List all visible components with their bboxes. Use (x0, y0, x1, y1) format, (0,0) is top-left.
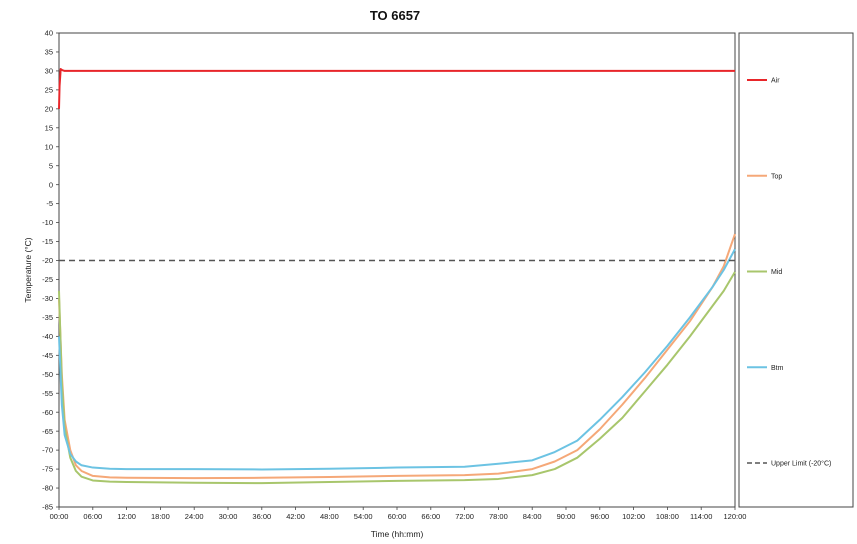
y-tick-label: -35 (42, 313, 53, 322)
y-tick-label: 10 (45, 142, 53, 151)
y-tick-label: 40 (45, 29, 53, 38)
x-axis-ticks: 00:00 06:00 12:00 18:00 24:00 30:00 36:00 42:00… (50, 507, 747, 521)
y-tick-label: -50 (42, 370, 53, 379)
y-tick-label: -15 (42, 237, 53, 246)
y-axis-label: Temperature (°C) (23, 237, 33, 302)
series-line-btm (58, 248, 736, 471)
x-tick-label: 54:00 (354, 512, 373, 521)
y-tick-label: -65 (42, 427, 53, 436)
plot-area (58, 32, 736, 508)
y-tick-label: -40 (42, 332, 53, 341)
x-tick-label: 36:00 (252, 512, 271, 521)
x-tick-label: 48:00 (320, 512, 339, 521)
y-tick-label: -25 (42, 275, 53, 284)
y-tick-label: 0 (49, 180, 53, 189)
x-tick-label: 72:00 (455, 512, 474, 521)
y-tick-label: 30 (45, 67, 53, 76)
x-tick-label: 120:00 (724, 512, 747, 521)
x-tick-label: 96:00 (590, 512, 609, 521)
x-axis-label: Time (hh:mm) (371, 529, 424, 539)
x-tick-label: 66:00 (421, 512, 440, 521)
y-tick-label: 20 (45, 104, 53, 113)
x-tick-label: 06:00 (83, 512, 102, 521)
y-tick-label: 5 (49, 161, 53, 170)
series-line-air (58, 68, 735, 109)
y-tick-label: -75 (42, 465, 53, 474)
legend-label-top: Top (771, 173, 782, 180)
y-tick-label: -60 (42, 408, 53, 417)
y-tick-label: -5 (46, 199, 53, 208)
y-tick-label: -85 (42, 503, 53, 512)
x-tick-label: 60:00 (388, 512, 407, 521)
legend-label-btm: Btm (771, 365, 784, 372)
y-axis-ticks: 40 35 30 25 20 15 10 5 0 -5 -10 -15 -20 -25 -30 -35 -40 -… (42, 29, 59, 512)
y-tick-label: -80 (42, 484, 53, 493)
legend-label-air: Air (771, 78, 780, 85)
x-tick-label: 108:00 (656, 512, 679, 521)
y-tick-label: 35 (45, 48, 53, 57)
legend-label-mid: Mid (771, 269, 782, 276)
y-tick-label: -10 (42, 218, 53, 227)
y-tick-label: 25 (45, 85, 53, 94)
x-tick-label: 84:00 (523, 512, 542, 521)
legend-box (738, 32, 854, 508)
x-tick-label: 90:00 (557, 512, 576, 521)
x-tick-label: 00:00 (50, 512, 69, 521)
x-tick-label: 42:00 (286, 512, 305, 521)
y-tick-label: -30 (42, 294, 53, 303)
y-tick-label: -45 (42, 351, 53, 360)
x-tick-label: 18:00 (151, 512, 170, 521)
x-tick-label: 12:00 (117, 512, 136, 521)
y-tick-label: -70 (42, 446, 53, 455)
x-tick-label: 114:00 (690, 512, 712, 521)
y-tick-label: -20 (42, 256, 53, 265)
x-tick-label: 78:00 (489, 512, 508, 521)
y-tick-label: -55 (42, 389, 53, 398)
x-tick-label: 30:00 (219, 512, 238, 521)
x-tick-label: 24:00 (185, 512, 204, 521)
series-layer (58, 68, 736, 485)
chart-title: TO 6657 (370, 8, 420, 23)
series-line-top (58, 233, 736, 480)
legend: Air Top Mid Btm Upper Limit (-20°C) (747, 78, 831, 468)
legend-label-upper-limit-20-c: Upper Limit (-20°C) (771, 460, 831, 468)
y-tick-label: 15 (45, 123, 53, 132)
series-line-mid (58, 271, 736, 485)
x-tick-label: 102:00 (622, 512, 645, 521)
